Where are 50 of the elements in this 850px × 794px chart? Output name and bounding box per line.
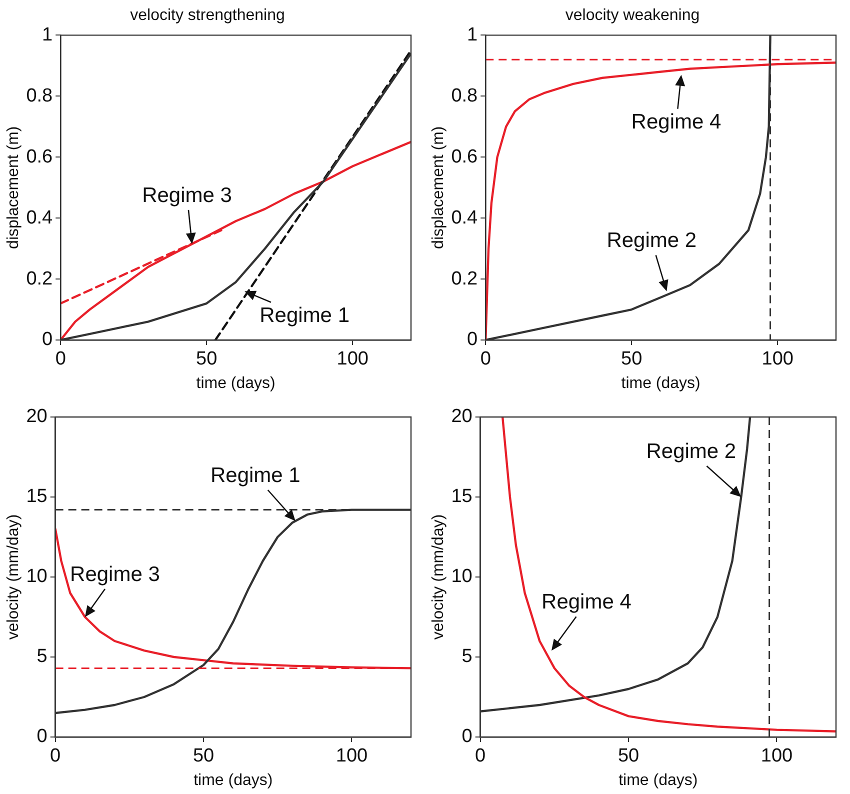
x-axis-title: time (days): [196, 374, 276, 392]
x-tick-label: 0: [55, 348, 66, 370]
y-tick-label: 15: [451, 486, 472, 508]
x-axis-title: time (days): [621, 374, 700, 392]
y-tick-label: 0.8: [26, 85, 53, 106]
y-axis-title: velocity (mm/day): [430, 514, 448, 640]
x-tick-label: 100: [336, 746, 368, 767]
y-tick-label: 1: [467, 24, 478, 46]
x-axis-title: time (days): [194, 772, 273, 789]
annotation: Regime 1: [260, 304, 350, 328]
y-tick-label: 0.6: [26, 146, 53, 168]
x-tick-label: 50: [621, 348, 642, 370]
y-tick-label: 20: [26, 406, 48, 428]
x-tick-label: 100: [762, 348, 794, 370]
annotation: Regime 3: [70, 562, 160, 586]
y-tick-label: 20: [451, 406, 472, 428]
x-axis-title: time (days): [618, 772, 698, 789]
y-tick-label: 0.2: [451, 268, 478, 290]
y-tick-label: 5: [36, 646, 48, 668]
annotation: Regime 4: [631, 110, 722, 134]
y-tick-label: 0.4: [26, 207, 54, 228]
y-tick-label: 1: [42, 24, 53, 46]
y-tick-label: 0.4: [451, 207, 478, 228]
annotation: Regime 3: [142, 184, 232, 207]
y-tick-label: 15: [26, 486, 48, 508]
x-tick-label: 50: [192, 746, 214, 767]
y-axis-title: displacement (m): [5, 126, 22, 249]
y-tick-label: 5: [462, 646, 472, 668]
y-axis-title: velocity (mm/day): [5, 514, 22, 640]
y-axis-title: displacement (m): [430, 126, 448, 249]
chart-title: velocity weakening: [565, 7, 700, 24]
chart-title: velocity strengthening: [130, 7, 285, 24]
x-tick-label: 100: [760, 746, 793, 767]
y-tick-label: 0.6: [451, 146, 478, 168]
x-tick-label: 50: [196, 348, 218, 370]
x-tick-label: 0: [480, 348, 491, 370]
annotation: Regime 4: [542, 590, 632, 614]
x-tick-label: 100: [336, 348, 368, 370]
y-tick-label: 10: [451, 566, 472, 588]
y-tick-label: 0.2: [26, 268, 53, 290]
y-tick-label: 0: [467, 329, 478, 350]
annotation: Regime 1: [210, 464, 300, 487]
annotation: Regime 2: [606, 229, 697, 252]
y-tick-label: 0: [462, 726, 472, 748]
y-tick-label: 0: [36, 726, 48, 748]
y-tick-label: 10: [26, 566, 48, 588]
y-tick-label: 0: [42, 329, 53, 350]
y-tick-label: 0.8: [451, 85, 478, 106]
annotation: Regime 2: [646, 440, 736, 463]
x-tick-label: 50: [618, 746, 640, 767]
